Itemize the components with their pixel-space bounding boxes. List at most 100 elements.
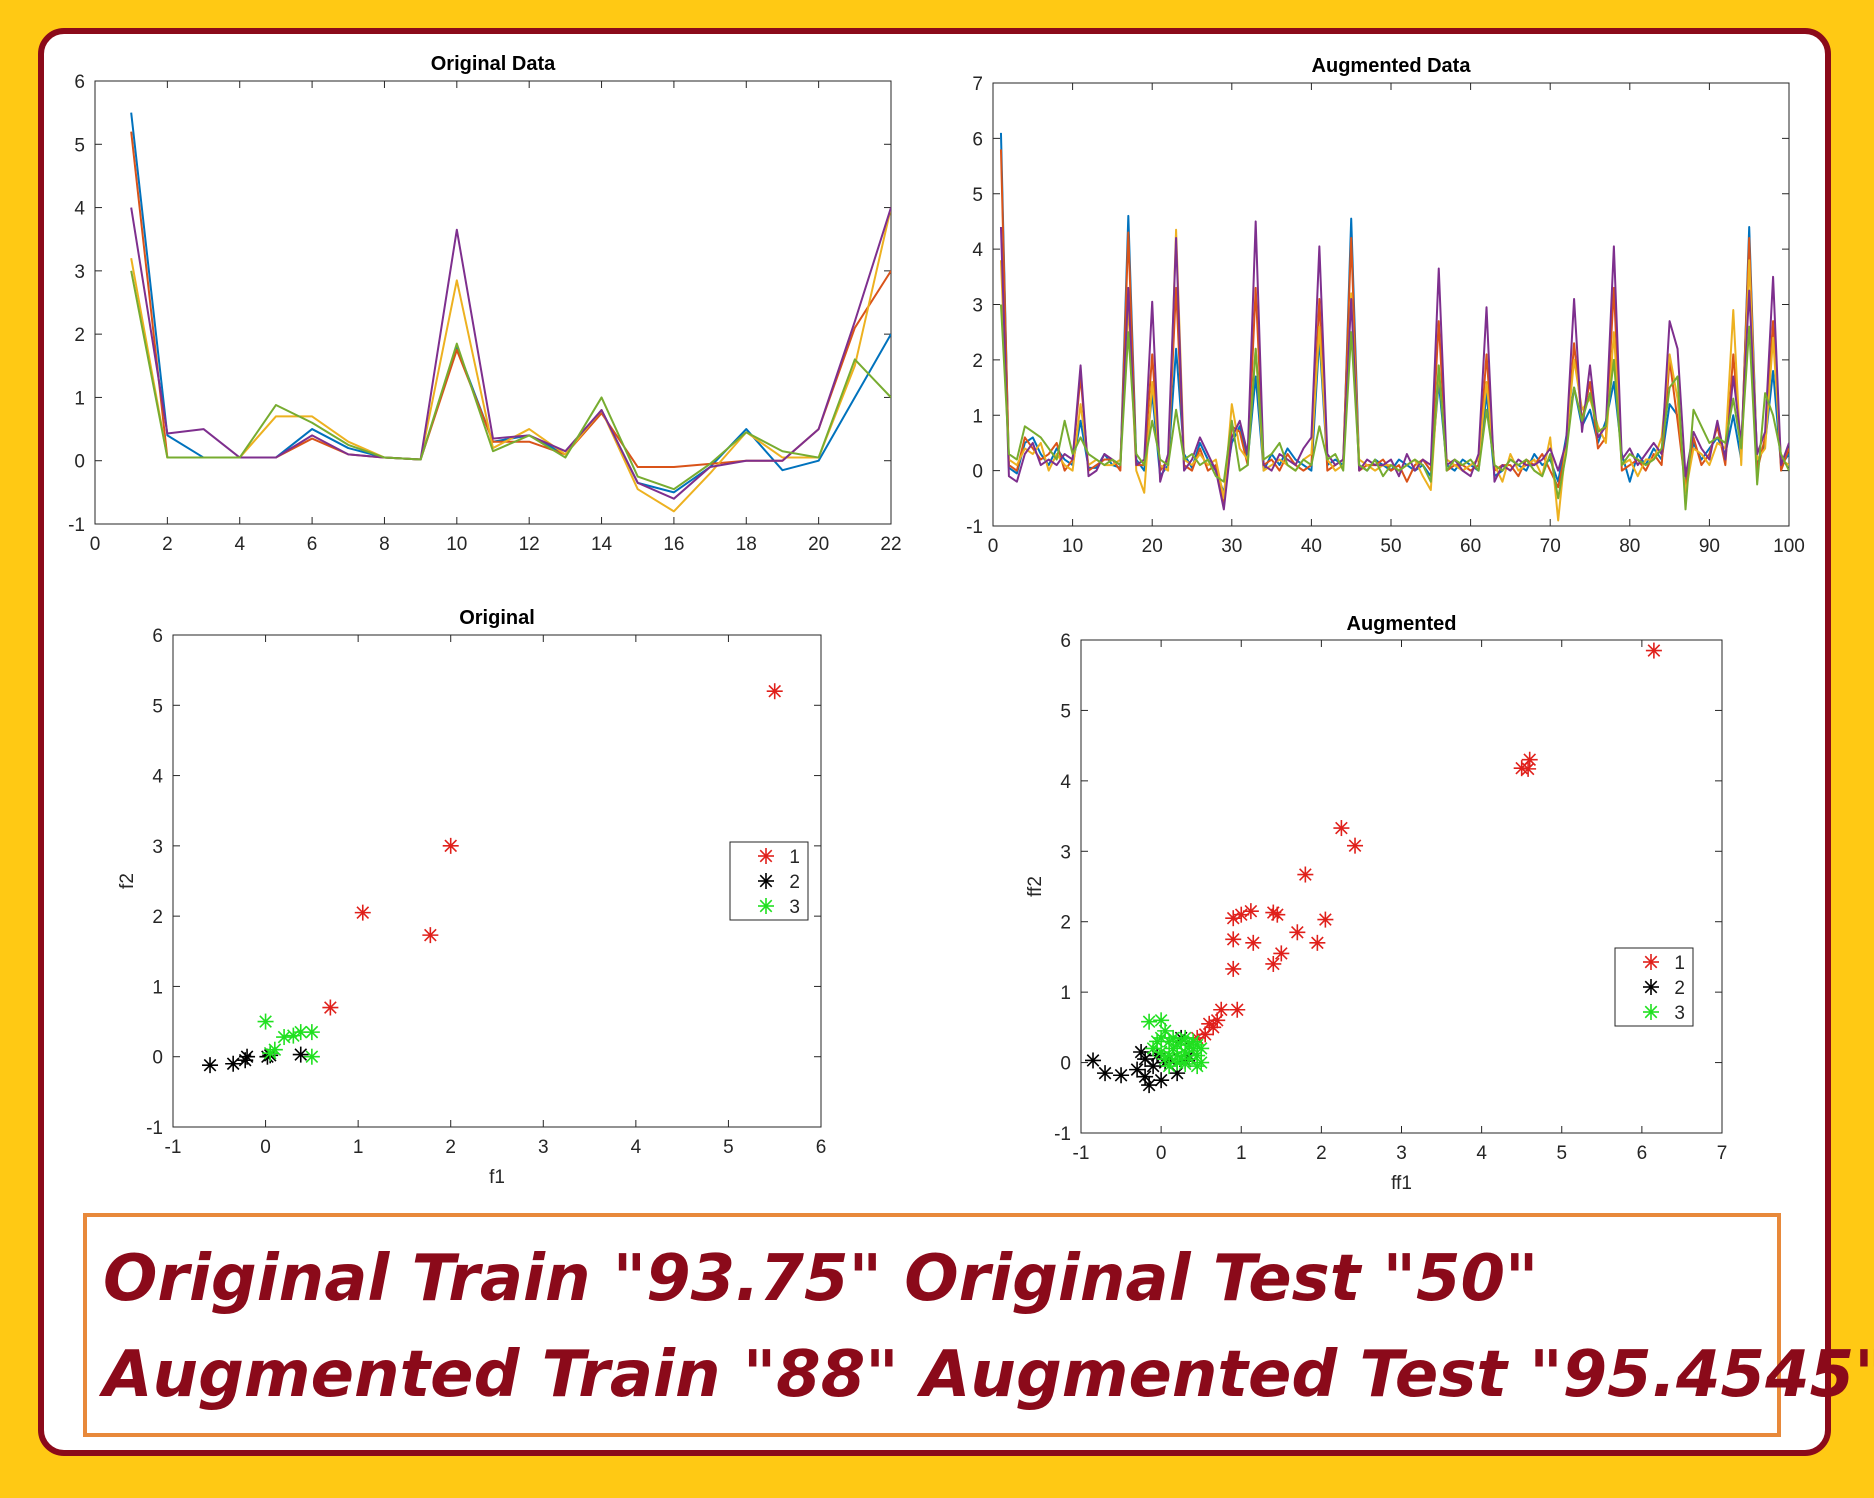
x-tick-label: 2 — [1316, 1143, 1327, 1164]
legend-marker-1 — [758, 848, 774, 864]
data-point-class-1 — [1242, 903, 1259, 920]
y-tick-label: -1 — [146, 1118, 163, 1139]
legend-marker-1 — [1643, 954, 1659, 970]
y-tick-label: 2 — [152, 907, 163, 928]
data-point-class-3 — [303, 1024, 320, 1041]
x-tick-label: 0 — [90, 534, 101, 555]
x-tick-label: 100 — [1773, 536, 1805, 557]
y-tick-label: 5 — [972, 185, 983, 206]
y-tick-label: 5 — [74, 135, 85, 156]
series-line-5 — [130, 270, 891, 491]
data-point-class-1 — [422, 927, 439, 944]
x-tick-label: 1 — [1236, 1143, 1247, 1164]
data-point-class-1 — [1297, 866, 1314, 883]
points-group — [202, 683, 783, 1074]
data-point-class-1 — [1269, 906, 1286, 923]
y-tick-label: 0 — [972, 462, 983, 483]
data-point-class-2 — [239, 1048, 256, 1065]
data-point-class-1 — [1225, 931, 1242, 948]
y-tick-label: 6 — [152, 626, 163, 647]
data-point-class-3 — [1169, 1054, 1186, 1071]
data-point-class-3 — [1189, 1036, 1206, 1053]
data-point-class-1 — [1333, 820, 1350, 837]
legend-label: 2 — [789, 872, 800, 893]
x-tick-label: 7 — [1717, 1143, 1728, 1164]
legend-label: 3 — [1674, 1003, 1685, 1024]
legend-label: 2 — [1674, 978, 1685, 999]
x-tick-label: 8 — [379, 534, 390, 555]
data-point-class-1 — [766, 683, 783, 700]
x-tick-label: 14 — [591, 534, 613, 555]
points-group — [1085, 642, 1662, 1094]
data-point-class-3 — [1141, 1013, 1158, 1030]
data-point-class-1 — [322, 999, 339, 1016]
y-tick-label: 0 — [152, 1048, 163, 1069]
x-tick-label: 4 — [1476, 1143, 1487, 1164]
plot-area — [1080, 639, 1723, 1134]
y-tick-label: -1 — [1054, 1124, 1071, 1145]
legend-label: 3 — [789, 897, 800, 918]
y-tick-label: 5 — [152, 696, 163, 717]
data-point-class-3 — [266, 1041, 283, 1058]
x-tick-label: 5 — [1556, 1143, 1567, 1164]
legend: 1 2 3 — [1614, 947, 1694, 1027]
y-tick-label: 6 — [1060, 631, 1071, 652]
legend-marker-3 — [758, 898, 774, 914]
data-point-class-3 — [1177, 1029, 1194, 1046]
chart-title: Original Data — [431, 53, 556, 75]
data-point-class-1 — [1317, 911, 1334, 928]
data-point-class-1 — [1347, 837, 1364, 854]
series-group — [130, 112, 891, 513]
data-point-class-1 — [442, 837, 459, 854]
y-tick-label: 6 — [74, 72, 85, 93]
x-tick-label: 0 — [260, 1137, 271, 1158]
x-tick-label: 90 — [1699, 536, 1720, 557]
x-tick-label: 80 — [1619, 536, 1640, 557]
x-tick-label: 10 — [446, 534, 467, 555]
data-point-class-2 — [202, 1057, 219, 1074]
y-tick-label: 4 — [74, 199, 85, 220]
data-point-class-2 — [1137, 1068, 1154, 1085]
y-tick-label: 3 — [74, 262, 85, 283]
x-tick-label: 22 — [880, 534, 901, 555]
y-tick-label: 1 — [972, 406, 983, 427]
data-point-class-2 — [225, 1055, 242, 1072]
x-tick-label: 30 — [1221, 536, 1242, 557]
legend-marker-2 — [1643, 979, 1659, 995]
data-point-class-1 — [1229, 1001, 1246, 1018]
data-point-class-2 — [1141, 1077, 1158, 1094]
y-tick-label: -1 — [68, 515, 85, 536]
x-tick-label: 3 — [538, 1137, 549, 1158]
data-point-class-2 — [1085, 1052, 1102, 1069]
data-point-class-1 — [354, 904, 371, 921]
x-tick-label: 2 — [162, 534, 173, 555]
data-point-class-3 — [1153, 1029, 1170, 1046]
series-line-5 — [999, 304, 1789, 511]
y-tick-label: 2 — [972, 351, 983, 372]
data-point-class-1 — [1265, 955, 1282, 972]
data-point-class-3 — [1145, 1040, 1162, 1057]
x-tick-label: 0 — [1156, 1143, 1167, 1164]
data-point-class-1 — [1645, 642, 1662, 659]
data-point-class-2 — [1153, 1072, 1170, 1089]
data-point-class-3 — [257, 1013, 274, 1030]
data-point-class-3 — [292, 1024, 309, 1041]
x-tick-label: 12 — [519, 534, 540, 555]
x-tick-label: 1 — [353, 1137, 364, 1158]
y-tick-label: 2 — [1060, 913, 1071, 934]
x-tick-label: 70 — [1540, 536, 1561, 557]
x-tick-label: 10 — [1062, 536, 1083, 557]
x-tick-label: 3 — [1396, 1143, 1407, 1164]
y-tick-label: 3 — [972, 296, 983, 317]
data-point-class-1 — [1309, 934, 1326, 951]
y-tick-label: 4 — [1060, 772, 1071, 793]
data-point-class-1 — [1289, 924, 1306, 941]
legend-marker-2 — [758, 873, 774, 889]
legend: 1 2 3 — [729, 841, 809, 921]
y-tick-label: 1 — [1060, 983, 1071, 1004]
x-tick-label: 4 — [234, 534, 245, 555]
x-tick-label: -1 — [165, 1137, 182, 1158]
series-line-4 — [130, 207, 891, 500]
